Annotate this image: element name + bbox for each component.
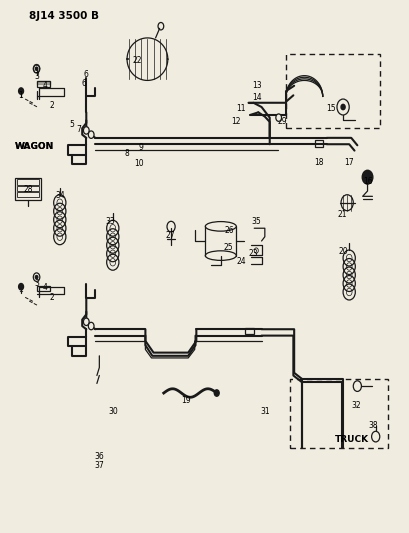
Text: TRUCK: TRUCK	[335, 435, 369, 444]
Bar	[37, 82, 49, 87]
Bar	[17, 185, 39, 191]
Text: 17: 17	[344, 158, 354, 167]
Text: 19: 19	[181, 396, 191, 405]
Circle shape	[19, 88, 24, 94]
Circle shape	[362, 170, 373, 184]
Text: WAGON: WAGON	[15, 142, 54, 151]
Text: 37: 37	[94, 461, 104, 470]
Text: 2: 2	[49, 293, 54, 302]
Text: 1: 1	[18, 285, 22, 294]
Text: 20: 20	[338, 247, 348, 256]
Text: 6: 6	[82, 79, 87, 88]
Text: 28: 28	[24, 185, 33, 195]
Circle shape	[88, 131, 94, 139]
Text: 9: 9	[139, 143, 144, 152]
Bar	[15, 178, 41, 199]
Text: 30: 30	[108, 407, 118, 416]
Bar	[290, 379, 388, 448]
Text: 31: 31	[260, 407, 270, 416]
Circle shape	[88, 322, 94, 330]
Text: 35: 35	[252, 217, 261, 227]
Text: 1: 1	[18, 91, 22, 100]
Circle shape	[83, 318, 89, 326]
Text: 26: 26	[224, 226, 234, 235]
Text: 27: 27	[165, 231, 175, 240]
Circle shape	[276, 114, 281, 122]
Circle shape	[214, 390, 219, 396]
Text: 34: 34	[55, 191, 65, 200]
Text: 8J14 3500 B: 8J14 3500 B	[29, 11, 99, 21]
Text: 25: 25	[223, 244, 233, 253]
Text: 11: 11	[236, 103, 246, 112]
Text: 23: 23	[249, 249, 258, 258]
Text: 14: 14	[253, 93, 262, 102]
Bar	[286, 54, 380, 128]
Text: 21: 21	[337, 210, 347, 219]
Bar	[17, 179, 39, 184]
Text: 2: 2	[49, 101, 54, 110]
Text: 4: 4	[42, 81, 47, 90]
Circle shape	[19, 284, 24, 290]
Text: 4: 4	[42, 283, 47, 292]
Text: 16: 16	[363, 177, 372, 186]
Text: 13: 13	[252, 81, 261, 90]
Bar	[37, 82, 49, 84]
Text: 33: 33	[106, 217, 116, 227]
Text: 7: 7	[76, 125, 81, 134]
Text: 5: 5	[70, 119, 74, 128]
Text: 18: 18	[314, 158, 324, 167]
Circle shape	[341, 104, 345, 110]
Circle shape	[83, 127, 89, 134]
Text: 12: 12	[231, 117, 240, 126]
Text: WAGON: WAGON	[15, 142, 54, 151]
Text: 32: 32	[351, 401, 361, 410]
Text: 6: 6	[84, 70, 89, 78]
Text: 38: 38	[369, 422, 378, 431]
Text: 3: 3	[34, 279, 39, 288]
Bar	[315, 140, 323, 148]
Text: 36: 36	[94, 452, 104, 461]
Text: 3: 3	[34, 71, 39, 80]
Text: 8: 8	[125, 149, 129, 158]
Bar	[245, 328, 254, 334]
Circle shape	[35, 276, 38, 279]
Circle shape	[35, 67, 38, 70]
Text: 10: 10	[135, 159, 144, 168]
Text: 15: 15	[326, 103, 336, 112]
Bar	[17, 192, 39, 197]
Bar	[37, 286, 49, 292]
Text: 22: 22	[133, 56, 142, 64]
Text: 24: 24	[236, 257, 246, 265]
Text: 29: 29	[277, 117, 287, 126]
